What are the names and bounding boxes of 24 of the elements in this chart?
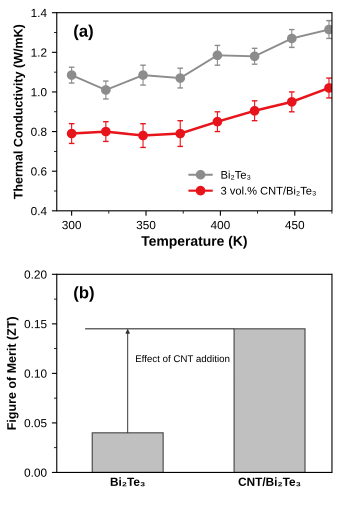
y-tick-label: 1.4 xyxy=(32,8,47,17)
annotation: Effect of CNT addition xyxy=(136,354,230,362)
x-tick-label: CNT/Bi₂Te₃ xyxy=(238,477,300,486)
annotation: (a) xyxy=(74,24,93,40)
y-tick-label: 1.0 xyxy=(32,88,47,96)
x-tick-label: 450 xyxy=(285,220,304,230)
y-tick-label: 0.8 xyxy=(31,128,47,136)
x-tick-label: 300 xyxy=(62,220,82,230)
annotation: (b) xyxy=(74,286,94,302)
x-axis-title: Temperature (K) xyxy=(141,236,247,249)
legend-label: Bi₂Te₃ xyxy=(221,170,250,180)
legend-label: 3 vol.% CNT/Bi₂Te₃ xyxy=(220,186,316,196)
y-tick-label: 0.20 xyxy=(24,270,47,279)
y-axis-title: Thermal Conductivity (W/mK) xyxy=(13,24,26,200)
y-tick-label: 0.15 xyxy=(24,320,47,328)
x-tick-label: 350 xyxy=(136,220,156,230)
x-tick-label: 400 xyxy=(210,220,230,230)
y-tick-label: 0.4 xyxy=(31,206,47,216)
y-tick-label: 0.10 xyxy=(24,369,47,378)
y-axis-title: Figure of Merit (ZT) xyxy=(6,317,19,430)
y-tick-label: 0.05 xyxy=(24,418,47,428)
y-tick-label: 0.00 xyxy=(24,468,47,477)
y-tick-label: 0.6 xyxy=(31,167,47,176)
y-tick-label: 1.2 xyxy=(32,48,46,57)
